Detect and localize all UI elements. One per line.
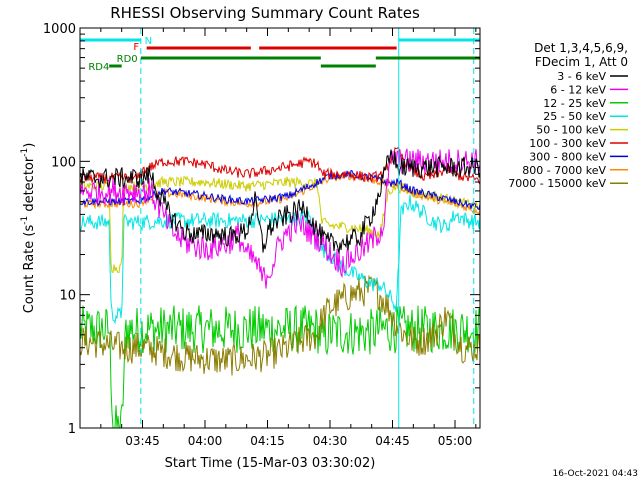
x-tick-label-1: 04:00 — [188, 434, 223, 448]
axis-layer: 03:45 04:00 04:15 04:30 04:45 05:00 1 10 100 1000 — [43, 22, 480, 448]
flag-label-n: N — [145, 36, 152, 47]
legend-label-5: 100 - 300 keV — [529, 137, 606, 150]
series-line-0 — [79, 149, 481, 254]
legend-label-3: 25 - 50 keV — [543, 110, 606, 123]
vline-layer — [140, 28, 475, 428]
x-tick-label-4: 04:45 — [375, 434, 410, 448]
series-line-3 — [79, 194, 481, 325]
flag-label-rd4: RD4 — [88, 62, 109, 73]
legend-label-2: 12 - 25 keV — [543, 97, 606, 110]
timestamp: 16-Oct-2021 04:43 — [553, 469, 638, 479]
x-axis-label: Start Time (15-Mar-03 03:30:02) — [165, 456, 376, 471]
legend-label-0: 3 - 6 keV — [557, 70, 606, 83]
y-axis-label-part-3: ) — [22, 143, 37, 148]
y-axis-label-part-2: detector — [22, 156, 37, 216]
y-axis-label-part-1: Count Rate (s — [22, 225, 37, 314]
y-tick-label-2: 100 — [51, 155, 76, 170]
y-axis-label-sup-1: -1 — [20, 216, 30, 225]
legend-header-line-1: Det 1,3,4,5,6,9, — [534, 41, 628, 55]
series-line-8 — [79, 274, 481, 376]
legend-label-7: 800 - 7000 keV — [522, 164, 606, 177]
y-axis-label-sup-2: -1 — [20, 148, 30, 157]
legend-label-1: 6 - 12 keV — [550, 83, 606, 96]
plot-frame — [79, 27, 481, 429]
legend-header-line-2: FDecim 1, Att 0 — [535, 55, 628, 69]
series-line-6 — [79, 170, 481, 210]
series-layer — [79, 146, 481, 429]
y-tick-label-3: 1000 — [43, 22, 76, 37]
y-axis-label: Count Rate (s-1 detector-1) — [20, 143, 37, 314]
series-line-4 — [79, 175, 481, 274]
flag-label-rd0: RD0 — [117, 54, 138, 65]
chart-title: RHESSI Observing Summary Count Rates — [110, 4, 420, 22]
y-tick-label-1: 10 — [59, 289, 76, 304]
y-tick-label-0: 1 — [68, 422, 76, 437]
x-tick-label-2: 04:15 — [250, 434, 285, 448]
flag-label-f: F — [133, 42, 139, 53]
x-tick-label-0: 03:45 — [125, 434, 160, 448]
legend-label-6: 300 - 800 keV — [529, 150, 606, 163]
series-line-1 — [79, 148, 481, 289]
legend-label-8: 7000 - 15000 keV — [508, 177, 606, 190]
x-tick-label-5: 05:00 — [438, 434, 473, 448]
x-tick-label-3: 04:30 — [313, 434, 348, 448]
legend-label-4: 50 - 100 keV — [536, 124, 606, 137]
